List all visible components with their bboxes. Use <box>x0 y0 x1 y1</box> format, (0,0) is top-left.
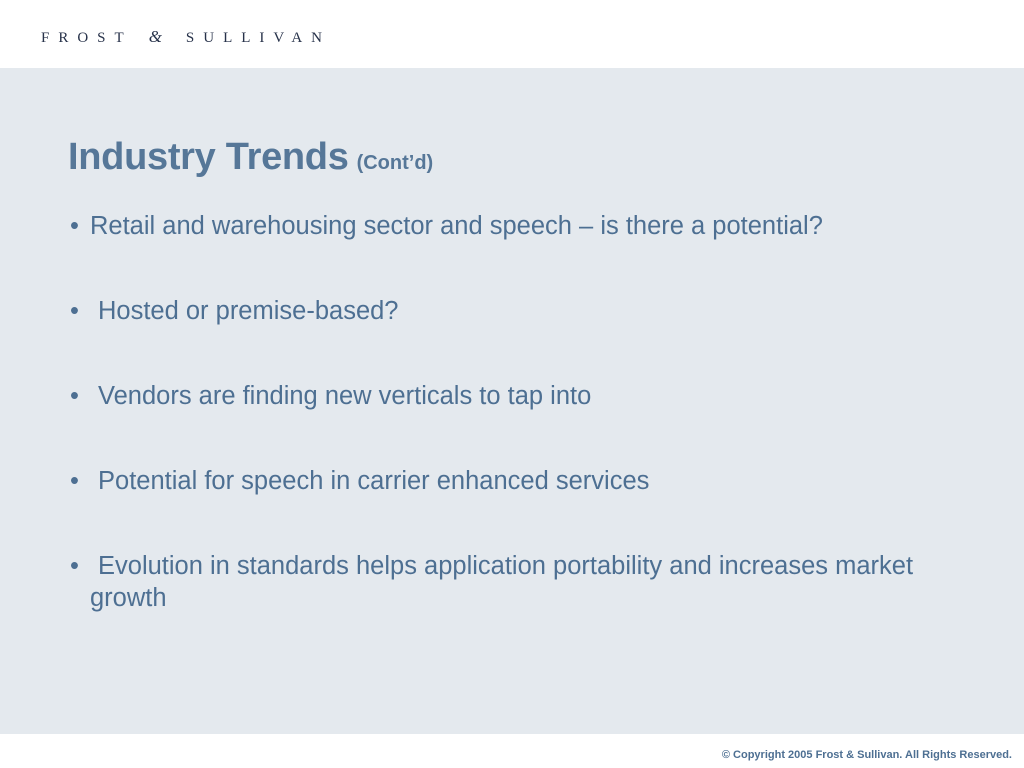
bullet-item: • Hosted or premise-based? <box>70 295 930 327</box>
bullet-dot: • <box>70 552 79 580</box>
bullet-dot: • <box>70 382 79 410</box>
bullet-dot: • <box>70 212 79 240</box>
header: FROST & SULLIVAN <box>0 0 1024 68</box>
bullet-item: • Evolution in standards helps applicati… <box>70 550 930 614</box>
copyright-notice: © Copyright 2005 Frost & Sullivan. All R… <box>721 749 1012 761</box>
footer: © Copyright 2005 Frost & Sullivan. All R… <box>0 734 1024 768</box>
bullet-item: • Potential for speech in carrier enhanc… <box>70 465 930 497</box>
slide-title-suffix: (Cont’d) <box>356 152 434 174</box>
bullet-dot: • <box>70 297 79 325</box>
bullet-text: Hosted or premise-based? <box>98 297 399 325</box>
bullet-text: Retail and warehousing sector and speech… <box>90 212 823 240</box>
bullet-item: • Vendors are finding new verticals to t… <box>70 380 930 412</box>
content-panel <box>0 68 1024 734</box>
bullet-list: • Retail and warehousing sector and spee… <box>70 210 930 667</box>
logo-frost: FROST <box>41 30 133 46</box>
bullet-text: Evolution in standards helps application… <box>90 552 914 612</box>
bullet-dot: • <box>70 467 79 495</box>
slide-title-main: Industry Trends <box>68 136 349 178</box>
logo-ampersand: & <box>148 27 162 46</box>
logo-sullivan: SULLIVAN <box>185 30 331 46</box>
bullet-text: Potential for speech in carrier enhanced… <box>98 467 650 495</box>
frost-sullivan-logo: FROST & SULLIVAN <box>41 27 331 47</box>
slide-title: Industry Trends (Cont’d) <box>68 136 433 179</box>
bullet-item: • Retail and warehousing sector and spee… <box>70 210 930 242</box>
bullet-text: Vendors are finding new verticals to tap… <box>98 382 592 410</box>
